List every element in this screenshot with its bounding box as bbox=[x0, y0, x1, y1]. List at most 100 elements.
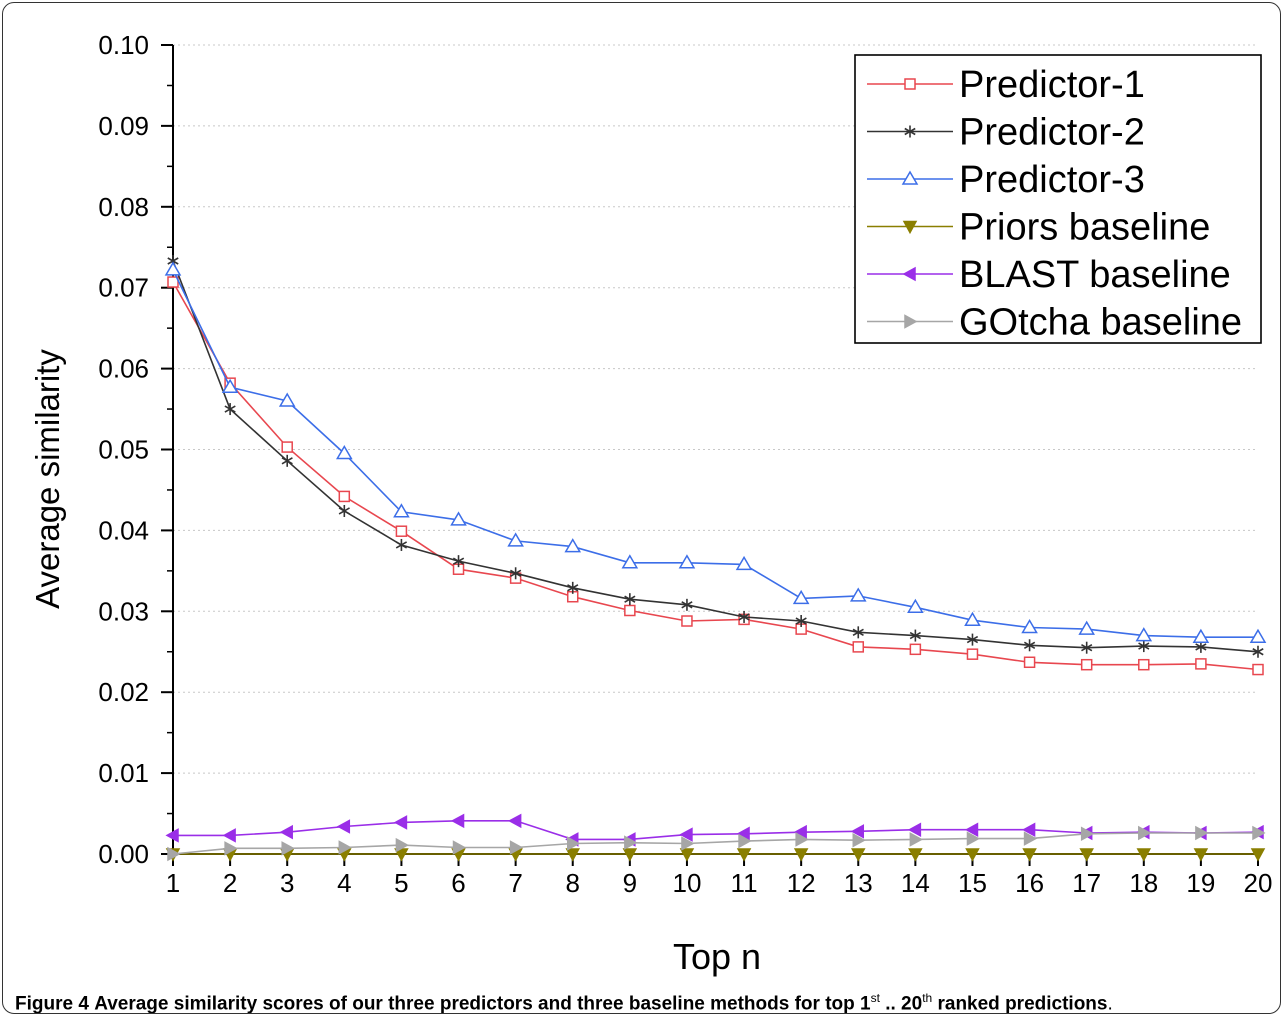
asterisk-stroke bbox=[904, 127, 916, 136]
data-point bbox=[336, 819, 351, 834]
data-point bbox=[678, 554, 696, 569]
grid bbox=[173, 44, 1258, 774]
data-point bbox=[1250, 848, 1266, 862]
line-chart: 0.00 0.01 0.02 0.03 0.04 0.05 0.06 0.07 0.08 0.09… bbox=[29, 30, 1273, 977]
data-point bbox=[1193, 848, 1209, 862]
x-tick-label: 15 bbox=[958, 868, 987, 898]
data-point bbox=[1022, 822, 1036, 837]
data-point bbox=[165, 828, 179, 843]
asterisk-stroke bbox=[224, 405, 236, 413]
data-point bbox=[681, 615, 693, 627]
data-point bbox=[738, 833, 752, 849]
data-point bbox=[679, 827, 693, 842]
caption-label: Figure 4 bbox=[15, 993, 89, 1014]
x-tick-label: 10 bbox=[672, 868, 701, 898]
series-predictor-3 bbox=[164, 261, 1267, 643]
asterisk-stroke bbox=[1023, 641, 1036, 649]
x-tick-label: 16 bbox=[1015, 868, 1044, 898]
asterisk-stroke bbox=[795, 617, 807, 625]
caption-text-b: .. 20 bbox=[879, 993, 923, 1014]
asterisk-stroke bbox=[909, 631, 921, 640]
x-tick-label: 6 bbox=[451, 868, 465, 898]
asterisk-stroke bbox=[167, 257, 179, 265]
data-point bbox=[852, 832, 866, 848]
x-tick-label: 9 bbox=[623, 868, 637, 898]
x-tick-label: 13 bbox=[844, 868, 873, 898]
y-tick-label: 0.02 bbox=[98, 677, 149, 707]
legend-swatch-marker bbox=[904, 125, 916, 138]
series-layer bbox=[164, 255, 1267, 862]
data-point bbox=[338, 840, 352, 855]
x-tick-label: 5 bbox=[394, 868, 408, 898]
series-line bbox=[173, 820, 1259, 841]
data-point bbox=[1023, 831, 1038, 846]
y-axis-label: Average similarity bbox=[29, 349, 66, 609]
data-point bbox=[966, 831, 981, 846]
data-point bbox=[450, 511, 467, 526]
data-point bbox=[566, 836, 581, 851]
asterisk-stroke bbox=[395, 541, 408, 549]
y-tick-label: 0.07 bbox=[98, 273, 149, 303]
data-point bbox=[852, 626, 864, 639]
legend-swatch-marker bbox=[904, 78, 916, 90]
x-tick-label: 12 bbox=[787, 868, 816, 898]
asterisk-stroke bbox=[1252, 648, 1264, 656]
data-point bbox=[510, 567, 522, 580]
data-point bbox=[681, 836, 695, 851]
x-axis-label: Top n bbox=[673, 936, 761, 977]
asterisk-stroke bbox=[281, 457, 293, 465]
data-point bbox=[281, 441, 293, 453]
data-point bbox=[1138, 640, 1150, 653]
data-point bbox=[966, 648, 979, 660]
data-point bbox=[221, 378, 239, 393]
y-tick-label: 0.08 bbox=[98, 192, 149, 222]
data-point bbox=[279, 824, 293, 840]
asterisk-stroke bbox=[738, 613, 750, 621]
series-line bbox=[172, 281, 1259, 671]
data-point bbox=[281, 841, 295, 856]
data-point bbox=[224, 403, 236, 416]
data-point bbox=[735, 555, 753, 571]
data-point bbox=[909, 832, 923, 847]
data-point bbox=[1135, 627, 1153, 642]
asterisk-stroke bbox=[452, 557, 465, 565]
data-point bbox=[1023, 656, 1036, 669]
data-point bbox=[224, 841, 238, 856]
x-tick-label: 7 bbox=[508, 868, 522, 898]
legend-box bbox=[854, 54, 1262, 344]
data-point bbox=[167, 846, 181, 862]
series-priors-baseline bbox=[165, 848, 1266, 862]
x-tick-label: 1 bbox=[166, 868, 180, 898]
caption-sup-a: st bbox=[870, 991, 880, 1005]
asterisk-stroke bbox=[1138, 642, 1150, 650]
data-point bbox=[1195, 825, 1209, 841]
data-point bbox=[509, 840, 524, 855]
data-point bbox=[795, 615, 807, 628]
legend-entry: Predictor-2 bbox=[959, 112, 1145, 154]
data-point bbox=[395, 837, 409, 853]
data-point bbox=[793, 848, 809, 862]
data-point bbox=[964, 611, 981, 626]
legend-swatch-marker bbox=[902, 220, 918, 235]
data-point bbox=[852, 641, 865, 653]
data-point bbox=[792, 589, 810, 605]
data-point bbox=[507, 532, 524, 547]
data-point bbox=[624, 593, 636, 606]
data-point bbox=[395, 538, 408, 551]
data-point bbox=[167, 276, 179, 288]
figure-caption: Figure 4 Average similarity scores of ou… bbox=[15, 991, 1113, 1014]
legend-swatch-marker bbox=[901, 170, 919, 185]
data-point bbox=[450, 813, 465, 829]
legend-entry: Predictor-3 bbox=[959, 159, 1145, 201]
x-tick-label: 4 bbox=[337, 868, 351, 898]
data-point bbox=[908, 848, 923, 862]
x-tick-label: 20 bbox=[1244, 868, 1273, 898]
data-point bbox=[1080, 826, 1095, 842]
y-tick-label: 0.09 bbox=[98, 111, 149, 141]
data-point bbox=[278, 392, 296, 407]
data-point bbox=[1138, 825, 1152, 841]
asterisk-stroke bbox=[624, 595, 636, 603]
data-point bbox=[452, 840, 467, 855]
y-tick-label: 0.00 bbox=[98, 839, 149, 869]
y-tick-label: 0.05 bbox=[98, 435, 149, 465]
